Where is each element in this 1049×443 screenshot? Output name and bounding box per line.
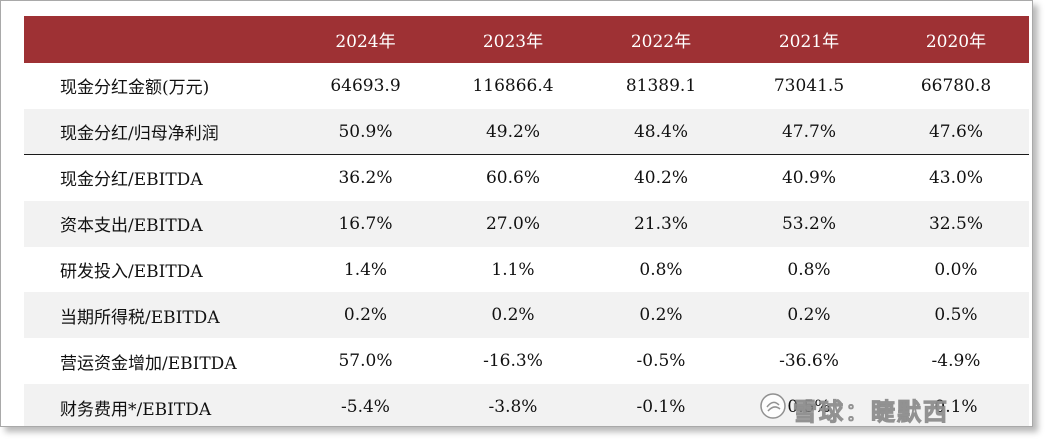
- table-row: 财务费用*/EBITDA -5.4% -3.8% -0.1% 0.5% 0.1%: [24, 384, 1029, 426]
- table-cell: -4.9%: [931, 351, 981, 372]
- table-cell: 60.6%: [439, 154, 587, 201]
- row-label: 现金分红金额(万元): [60, 78, 210, 99]
- table-cell: -36.6%: [779, 351, 839, 372]
- table-row: 现金分红金额(万元) 64693.9 116866.4 81389.1 7304…: [24, 63, 1029, 109]
- table-cell: 16.7%: [338, 213, 393, 234]
- table-cell: 50.9%: [338, 121, 393, 142]
- table-cell: 48.4%: [633, 121, 688, 142]
- table-cell: 0.2%: [639, 305, 683, 326]
- table-cell: 47.7%: [781, 121, 836, 142]
- row-label: 资本支出/EBITDA: [60, 216, 203, 237]
- table-header-row: 2024年 2023年 2022年 2021年 2020年: [24, 16, 1029, 63]
- table-figure: 2024年 2023年 2022年 2021年 2020年 现金分红金额(万元)…: [0, 0, 1033, 427]
- table-cell: 21.3%: [633, 213, 688, 234]
- table-cell: 0.0%: [934, 259, 978, 280]
- table-row: 研发投入/EBITDA 1.4% 1.1% 0.8% 0.8% 0.0%: [24, 247, 1029, 293]
- row-label: 研发投入/EBITDA: [60, 262, 203, 282]
- table-cell: 66780.8: [920, 75, 992, 96]
- row-label: 财务费用*/EBITDA: [60, 399, 212, 420]
- table-cell: -3.8%: [488, 397, 538, 418]
- table-cell: 32.5%: [928, 213, 983, 234]
- table-cell: 0.5%: [934, 305, 978, 326]
- table-cell: -0.5%: [636, 351, 686, 372]
- table-cell: 0.8%: [787, 259, 831, 280]
- row-label: 现金分红/EBITDA: [24, 154, 292, 201]
- table-cell: 57.0%: [338, 351, 393, 372]
- table-cell: 0.5%: [787, 397, 831, 418]
- table-cell: 40.2%: [587, 154, 735, 201]
- table-row: 现金分红/EBITDA 36.2% 60.6% 40.2% 40.9% 43.0…: [24, 154, 1029, 201]
- table-cell: 0.2%: [343, 305, 388, 326]
- header-cell-blank: [24, 16, 292, 63]
- snowball-logo-icon: [759, 392, 787, 426]
- row-label: 当期所得税/EBITDA: [60, 307, 220, 328]
- header-cell-2021: 2021年: [778, 32, 840, 52]
- header-cell-2023: 2023年: [482, 32, 544, 52]
- header-cell-2022: 2022年: [630, 32, 692, 52]
- row-label: 现金分红/归母净利润: [60, 124, 219, 145]
- header-cell-2024: 2024年: [335, 32, 396, 52]
- table-cell: 27.0%: [485, 213, 540, 234]
- table-cell: 0.2%: [491, 305, 535, 326]
- watermark: 雪球：睫默西: [759, 392, 1031, 426]
- table-cell: 43.0%: [883, 154, 1029, 201]
- table-row: 资本支出/EBITDA 16.7% 27.0% 21.3% 53.2% 32.5…: [24, 200, 1029, 247]
- table-cell: 49.2%: [485, 121, 540, 142]
- table-cell: -5.4%: [341, 397, 390, 418]
- header-cell-2020: 2020年: [925, 32, 987, 52]
- table-cell: 0.8%: [639, 259, 683, 280]
- table-cell: 64693.9: [330, 75, 401, 96]
- table-cell: -0.1%: [636, 397, 686, 418]
- table-cell: 73041.5: [773, 75, 845, 96]
- table-cell: -16.3%: [483, 351, 543, 372]
- financial-ratio-table: 2024年 2023年 2022年 2021年 2020年 现金分红金额(万元)…: [24, 16, 1029, 426]
- table-cell: 40.9%: [735, 154, 883, 201]
- table-cell: 53.2%: [781, 213, 836, 234]
- table-cell: 36.2%: [292, 154, 439, 201]
- table-cell: 81389.1: [625, 75, 697, 96]
- table-cell: 0.2%: [787, 305, 831, 326]
- table-cell: 1.1%: [491, 259, 535, 280]
- table-cell: 0.1%: [934, 397, 978, 418]
- watermark-text: 雪球：睫默西: [793, 397, 949, 426]
- table-row: 营运资金增加/EBITDA 57.0% -16.3% -0.5% -36.6% …: [24, 338, 1029, 384]
- table-row: 当期所得税/EBITDA 0.2% 0.2% 0.2% 0.2% 0.5%: [24, 292, 1029, 339]
- table-row: 现金分红/归母净利润 50.9% 49.2% 48.4% 47.7% 47.6%: [24, 108, 1029, 155]
- table-cell: 47.6%: [928, 121, 983, 142]
- table-cell: 116866.4: [472, 75, 554, 96]
- row-label: 营运资金增加/EBITDA: [60, 353, 237, 374]
- table-cell: 1.4%: [343, 259, 388, 280]
